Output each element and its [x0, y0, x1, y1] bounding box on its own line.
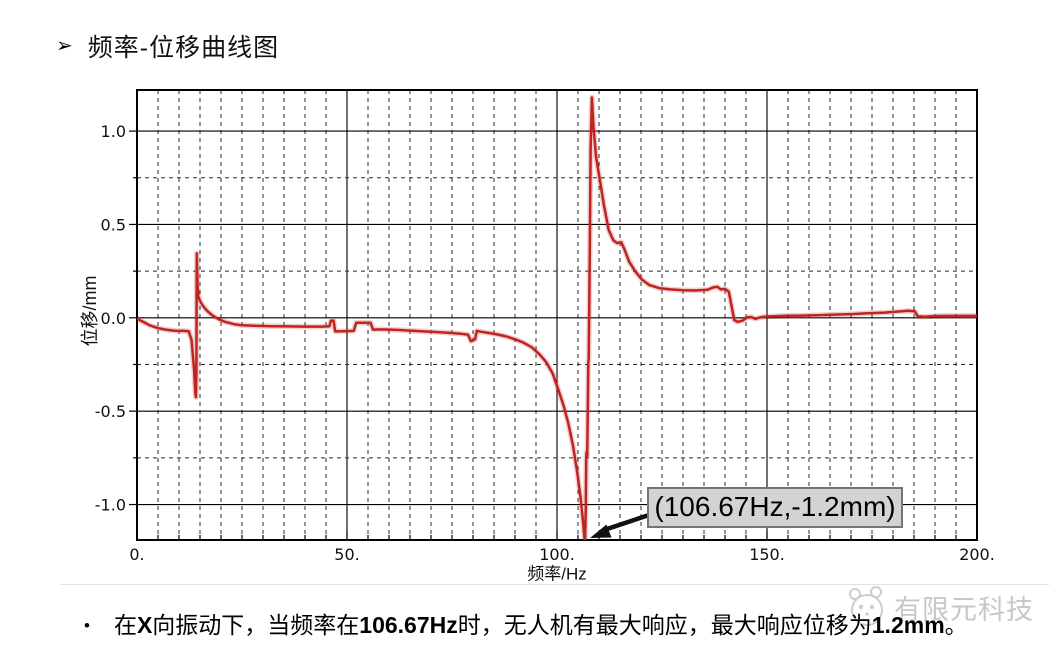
page-title-text: 频率-位移曲线图 [87, 34, 280, 62]
peak-annotation: (106.67Hz,-1.2mm) [647, 487, 903, 528]
curve-line [137, 96, 977, 540]
y-tick-label: 0.0 [101, 309, 126, 328]
tick-labels: 0. 50. 100. 150. 200. 1.0 0.5 0.0 -0.5 -1.0 [95, 122, 995, 564]
axis-ticks [129, 130, 978, 540]
response-curve [137, 94, 977, 540]
y-tick-label: 0.5 [101, 215, 126, 234]
x-axis-label: 频率/Hz [527, 564, 587, 584]
footnote: • 在X向振动下，当频率在106.67Hz时，无人机有最大响应，最大响应位移为1… [84, 606, 968, 640]
y-tick-label: -1.0 [95, 496, 126, 515]
grid-lines [137, 90, 977, 540]
x-tick-label: 50. [334, 545, 359, 564]
x-tick-label: 200. [959, 545, 995, 564]
arrow-shaft [606, 511, 653, 532]
company-logo-icon [849, 586, 883, 626]
content-divider [60, 584, 1049, 585]
arrowhead-bullet-icon: ➢ [56, 35, 74, 57]
x-tick-label: 0. [129, 545, 144, 564]
bullet-icon: • [84, 616, 90, 635]
page-title: ➢ 频率-位移曲线图 [56, 28, 279, 64]
x-tick-label: 100. [539, 545, 575, 564]
x-tick-label: 150. [749, 545, 785, 564]
watermark-text: 有限元科技 [894, 594, 1034, 625]
watermark: 有限元科技 [843, 583, 1034, 631]
y-tick-label: 1.0 [101, 122, 126, 141]
footnote-text: 在X向振动下，当频率在106.67Hz时，无人机有最大响应，最大响应位移为1.2… [113, 612, 968, 638]
annotation-arrow [590, 511, 653, 538]
y-tick-label: -0.5 [95, 402, 126, 421]
arrow-head-icon [590, 524, 612, 538]
y-axis-label: 位移/mm [80, 275, 100, 347]
